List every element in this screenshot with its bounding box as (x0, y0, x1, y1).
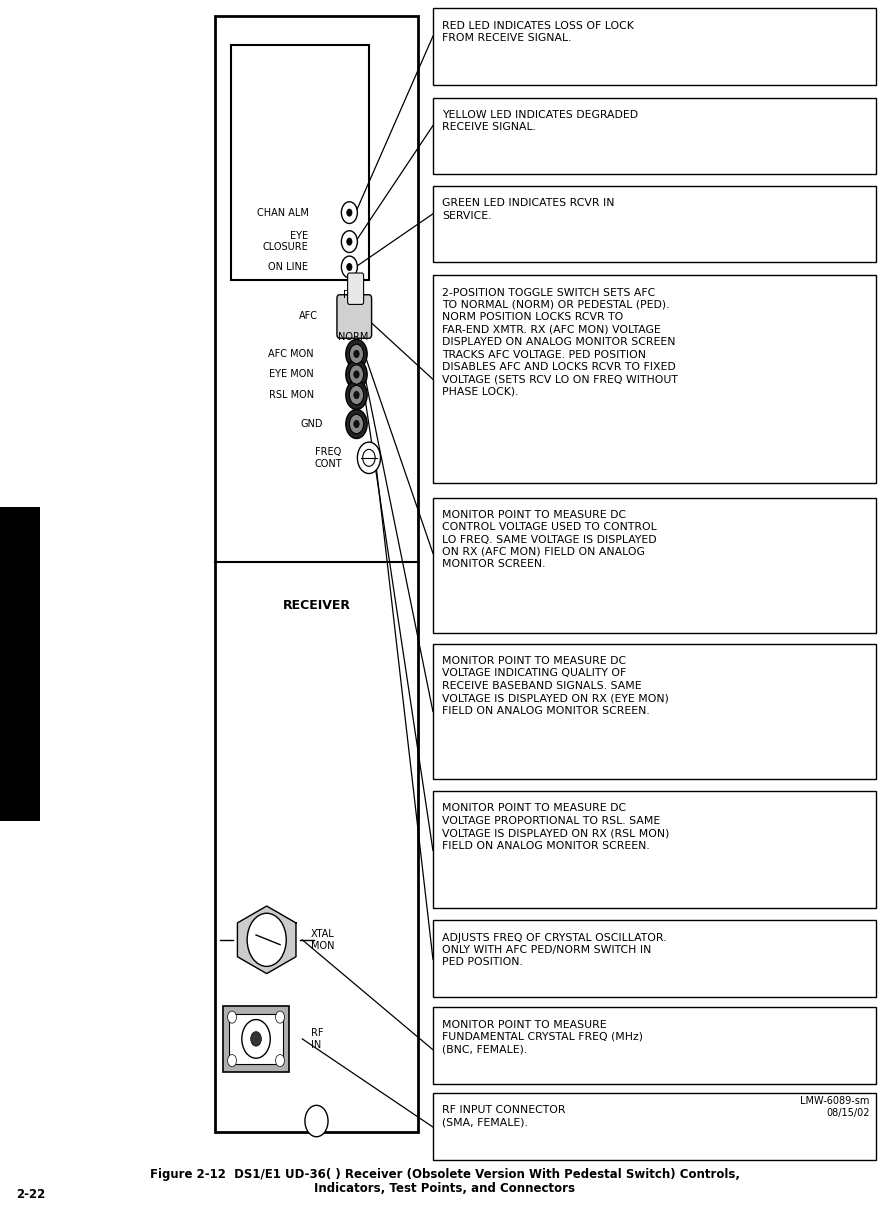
Circle shape (341, 202, 357, 223)
Text: GND: GND (300, 419, 323, 429)
Text: CHAN ALM: CHAN ALM (257, 208, 308, 217)
Text: XTAL
MON: XTAL MON (311, 929, 335, 951)
Bar (433, 920, 876, 997)
Text: YELLOW LED INDICATES DEGRADED
RECEIVE SIGNAL.: YELLOW LED INDICATES DEGRADED RECEIVE SI… (442, 110, 638, 133)
Bar (433, 98, 876, 174)
Text: ADJUSTS FREQ OF CRYSTAL OSCILLATOR.
ONLY WITH AFC PED/NORM SWITCH IN
PED POSITIO: ADJUSTS FREQ OF CRYSTAL OSCILLATOR. ONLY… (442, 933, 667, 968)
Circle shape (228, 1055, 236, 1067)
Bar (0, 507, 40, 821)
Bar (231, 45, 369, 280)
Bar (229, 1014, 283, 1064)
Text: 08/15/02: 08/15/02 (826, 1108, 869, 1117)
Text: EYE MON: EYE MON (269, 370, 314, 379)
Circle shape (346, 381, 367, 410)
Text: MONITOR POINT TO MEASURE DC
CONTROL VOLTAGE USED TO CONTROL
LO FREQ. SAME VOLTAG: MONITOR POINT TO MEASURE DC CONTROL VOLT… (442, 510, 657, 569)
Bar (433, 791, 876, 908)
Circle shape (341, 256, 357, 278)
Polygon shape (237, 906, 296, 974)
Text: RF INPUT CONNECTOR
(SMA, FEMALE).: RF INPUT CONNECTOR (SMA, FEMALE). (442, 1105, 565, 1128)
Circle shape (341, 231, 357, 252)
Bar (223, 1005, 290, 1073)
Text: AFC MON: AFC MON (268, 349, 314, 359)
Circle shape (349, 414, 364, 434)
Bar (215, 16, 418, 1132)
Circle shape (347, 238, 352, 245)
Text: FREQ
CONT: FREQ CONT (315, 447, 342, 469)
Text: MONITOR POINT TO MEASURE DC
VOLTAGE PROPORTIONAL TO RSL. SAME
VOLTAGE IS DISPLAY: MONITOR POINT TO MEASURE DC VOLTAGE PROP… (442, 803, 669, 850)
FancyBboxPatch shape (337, 295, 372, 338)
Text: Figure 2-12  DS1/E1 UD-36( ) Receiver (Obsolete Version With Pedestal Switch) Co: Figure 2-12 DS1/E1 UD-36( ) Receiver (Ob… (149, 1168, 740, 1180)
Text: MONITOR POINT TO MEASURE
FUNDAMENTAL CRYSTAL FREQ (MHz)
(BNC, FEMALE).: MONITOR POINT TO MEASURE FUNDAMENTAL CRY… (442, 1020, 643, 1055)
Circle shape (347, 263, 352, 271)
Circle shape (357, 442, 380, 474)
Circle shape (276, 1055, 284, 1067)
Circle shape (349, 344, 364, 364)
Circle shape (363, 449, 375, 466)
Circle shape (346, 410, 367, 439)
FancyBboxPatch shape (348, 273, 364, 304)
Circle shape (349, 365, 364, 384)
Circle shape (305, 1105, 328, 1137)
Text: RSL MON: RSL MON (268, 390, 314, 400)
Text: MONITOR POINT TO MEASURE DC
VOLTAGE INDICATING QUALITY OF
RECEIVE BASEBAND SIGNA: MONITOR POINT TO MEASURE DC VOLTAGE INDI… (442, 656, 669, 715)
Circle shape (347, 209, 352, 216)
Circle shape (354, 420, 359, 428)
Text: LMW-6089-sm: LMW-6089-sm (800, 1096, 869, 1105)
Bar (433, 498, 876, 633)
Bar (433, 644, 876, 779)
Bar (433, 8, 876, 85)
Circle shape (247, 913, 286, 966)
Bar (433, 275, 876, 483)
Circle shape (354, 391, 359, 399)
Text: NORM: NORM (338, 332, 368, 342)
Text: ON LINE: ON LINE (268, 262, 308, 272)
Bar (433, 186, 876, 262)
Text: GREEN LED INDICATES RCVR IN
SERVICE.: GREEN LED INDICATES RCVR IN SERVICE. (442, 198, 614, 221)
Circle shape (346, 339, 367, 368)
Circle shape (251, 1032, 261, 1046)
Circle shape (242, 1020, 270, 1058)
Text: RED LED INDICATES LOSS OF LOCK
FROM RECEIVE SIGNAL.: RED LED INDICATES LOSS OF LOCK FROM RECE… (442, 21, 634, 43)
Text: 2-POSITION TOGGLE SWITCH SETS AFC
TO NORMAL (NORM) OR PEDESTAL (PED).
NORM POSIT: 2-POSITION TOGGLE SWITCH SETS AFC TO NOR… (442, 288, 677, 396)
Text: 2-22: 2-22 (16, 1187, 45, 1201)
Bar (433, 1007, 876, 1084)
Circle shape (349, 385, 364, 405)
Circle shape (276, 1011, 284, 1023)
Text: AFC: AFC (300, 312, 318, 321)
Circle shape (228, 1011, 236, 1023)
Text: RECEIVER: RECEIVER (283, 599, 350, 612)
Bar (433, 1093, 876, 1160)
Circle shape (354, 371, 359, 378)
Text: Indicators, Test Points, and Connectors: Indicators, Test Points, and Connectors (314, 1183, 575, 1195)
Text: RF
IN: RF IN (311, 1028, 324, 1050)
Circle shape (354, 350, 359, 358)
Circle shape (346, 360, 367, 389)
Text: EYE
CLOSURE: EYE CLOSURE (263, 231, 308, 252)
Text: PED: PED (343, 290, 363, 300)
